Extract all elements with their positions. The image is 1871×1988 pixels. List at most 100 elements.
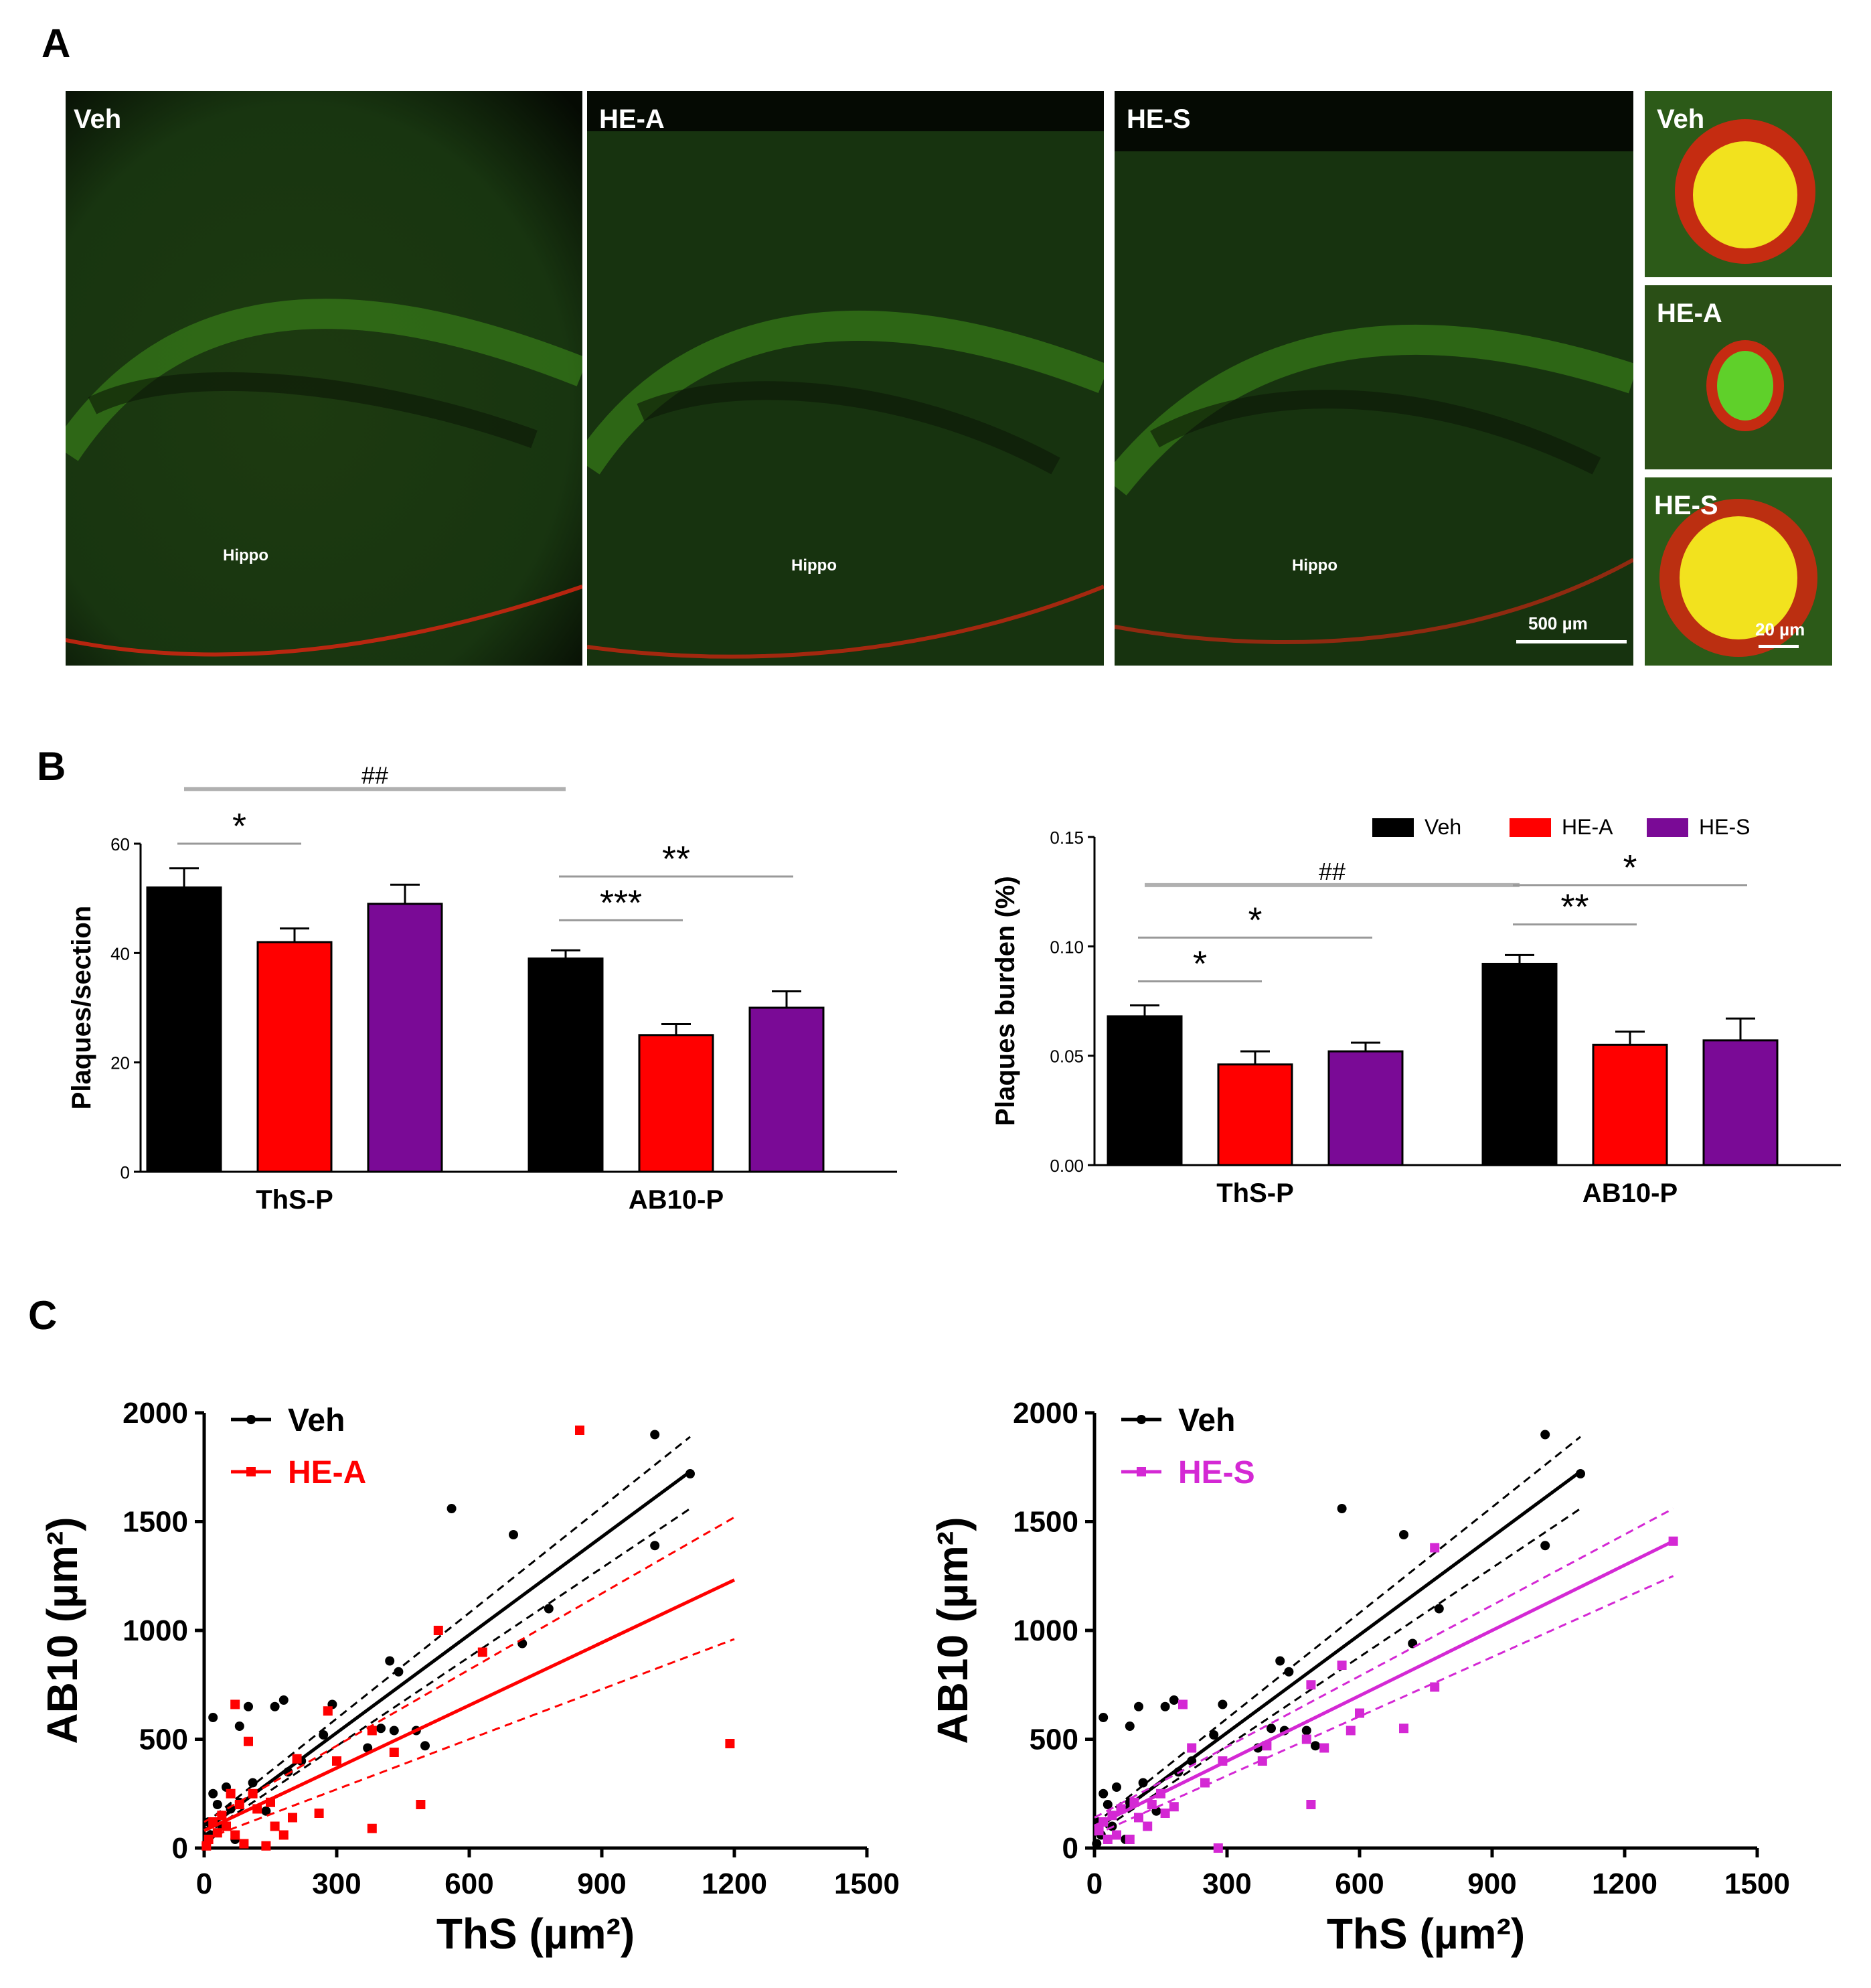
legend-marker bbox=[1137, 1415, 1146, 1424]
data-point bbox=[230, 1699, 240, 1709]
data-point bbox=[278, 1695, 289, 1705]
panel-label-b: B bbox=[37, 744, 66, 789]
data-point bbox=[1434, 1604, 1444, 1614]
panel-label-c: C bbox=[28, 1293, 58, 1338]
data-point bbox=[1306, 1800, 1316, 1809]
data-point bbox=[1262, 1741, 1272, 1751]
data-point bbox=[323, 1706, 333, 1716]
data-point bbox=[266, 1797, 275, 1807]
data-point bbox=[212, 1800, 222, 1809]
scatter-he-a-chart: 0 300 600 900 1200 1500 0 500 1000 1500 2000 ThS (µ… bbox=[40, 1397, 900, 1958]
category-label: AB10-P bbox=[629, 1185, 724, 1215]
plaques-burden-chart: 0.00 0.05 0.10 0.15 Plaques burden (%) ThS-P A… bbox=[991, 815, 1841, 1208]
data-point bbox=[1187, 1743, 1197, 1753]
data-point bbox=[685, 1469, 695, 1478]
category-label: ThS-P bbox=[256, 1185, 333, 1215]
micrograph-he-s: HE-S Hippo 500 µm bbox=[1115, 91, 1633, 666]
data-point bbox=[239, 1839, 249, 1849]
data-point bbox=[385, 1656, 395, 1666]
data-point bbox=[544, 1604, 554, 1614]
bar bbox=[367, 903, 443, 1173]
x-tick-label: 300 bbox=[312, 1867, 361, 1900]
data-point bbox=[261, 1841, 271, 1851]
inset-he-a: HE-A bbox=[1645, 285, 1832, 469]
scale-bar-label: 20 µm bbox=[1755, 619, 1805, 639]
y-tick-label: 0 bbox=[1062, 1832, 1078, 1865]
panel-label-a: A bbox=[42, 21, 71, 66]
y-tick-label: 1500 bbox=[123, 1506, 188, 1539]
legend-label: HE-A bbox=[288, 1455, 366, 1490]
data-point bbox=[1160, 1701, 1170, 1711]
y-axis-label: Plaques burden (%) bbox=[991, 876, 1020, 1126]
data-point bbox=[292, 1754, 302, 1764]
legend-label: HE-A bbox=[1562, 815, 1613, 839]
y-axis-label: AB10 (µm²) bbox=[40, 1517, 86, 1744]
data-point bbox=[1218, 1699, 1228, 1709]
inset-he-a-image bbox=[1645, 285, 1832, 469]
data-point bbox=[208, 1817, 218, 1827]
y-axis-label: AB10 (µm²) bbox=[930, 1517, 977, 1744]
data-point bbox=[1284, 1667, 1294, 1677]
data-point bbox=[725, 1739, 735, 1748]
x-tick-label: 300 bbox=[1202, 1867, 1251, 1900]
y-tick-label: 0 bbox=[120, 1162, 130, 1182]
bar bbox=[527, 958, 604, 1173]
data-point bbox=[1540, 1430, 1550, 1440]
significance-label: ** bbox=[1560, 887, 1589, 927]
regression-line bbox=[1093, 1470, 1582, 1833]
y-tick-label: 500 bbox=[1030, 1724, 1078, 1756]
confidence-band-upper bbox=[204, 1436, 691, 1825]
data-point bbox=[270, 1701, 280, 1711]
inset-he-s-image bbox=[1645, 477, 1832, 666]
category-label: ThS-P bbox=[1216, 1178, 1294, 1208]
data-point bbox=[1430, 1682, 1440, 1692]
data-point bbox=[1200, 1778, 1210, 1788]
significance-label: ** bbox=[662, 839, 690, 879]
confidence-band-lower bbox=[1094, 1575, 1674, 1836]
data-point bbox=[1213, 1843, 1223, 1853]
data-point bbox=[1160, 1809, 1170, 1818]
regression-line bbox=[203, 1470, 692, 1833]
category-label: AB10-P bbox=[1582, 1178, 1678, 1208]
micrograph-veh-image bbox=[66, 91, 582, 666]
confidence-band-lower bbox=[204, 1507, 691, 1836]
data-point bbox=[376, 1724, 386, 1734]
data-point bbox=[1134, 1701, 1143, 1711]
data-point bbox=[1399, 1724, 1408, 1734]
data-point bbox=[1147, 1800, 1157, 1809]
data-point bbox=[575, 1426, 584, 1435]
legend-marker bbox=[1137, 1467, 1146, 1476]
data-point bbox=[1540, 1541, 1550, 1551]
x-axis-label: ThS (µm²) bbox=[436, 1910, 635, 1958]
data-point bbox=[650, 1430, 660, 1440]
legend-swatch bbox=[1647, 818, 1688, 837]
y-tick-label: 2000 bbox=[123, 1397, 188, 1430]
x-tick-label: 600 bbox=[1335, 1867, 1384, 1900]
scatter-he-s-chart: 0 300 600 900 1200 1500 0 500 1000 1500 2000 ThS (µ… bbox=[930, 1397, 1790, 1958]
bar bbox=[256, 941, 333, 1173]
micrograph-he-s-image bbox=[1115, 91, 1633, 666]
data-point bbox=[1311, 1741, 1320, 1751]
data-point bbox=[230, 1830, 240, 1840]
data-point bbox=[1218, 1756, 1228, 1766]
bar bbox=[1592, 1043, 1668, 1166]
bar bbox=[1327, 1050, 1404, 1166]
data-point bbox=[1125, 1835, 1135, 1844]
data-point bbox=[234, 1722, 244, 1731]
micrograph-he-a: HE-A Hippo bbox=[587, 91, 1104, 666]
data-point bbox=[288, 1813, 297, 1823]
data-point bbox=[1306, 1680, 1316, 1690]
y-tick-label: 20 bbox=[110, 1053, 130, 1073]
y-axis-label: Plaques/section bbox=[67, 906, 96, 1110]
inset-veh-image bbox=[1645, 91, 1832, 277]
data-point bbox=[367, 1823, 377, 1833]
legend-swatch bbox=[1510, 818, 1551, 837]
region-label: Hippo bbox=[223, 546, 268, 564]
data-point bbox=[416, 1800, 426, 1809]
data-point bbox=[363, 1743, 373, 1753]
data-point bbox=[1668, 1536, 1678, 1546]
data-point bbox=[1094, 1826, 1104, 1835]
bar bbox=[146, 886, 222, 1173]
data-point bbox=[1267, 1724, 1276, 1734]
data-point bbox=[201, 1841, 212, 1851]
